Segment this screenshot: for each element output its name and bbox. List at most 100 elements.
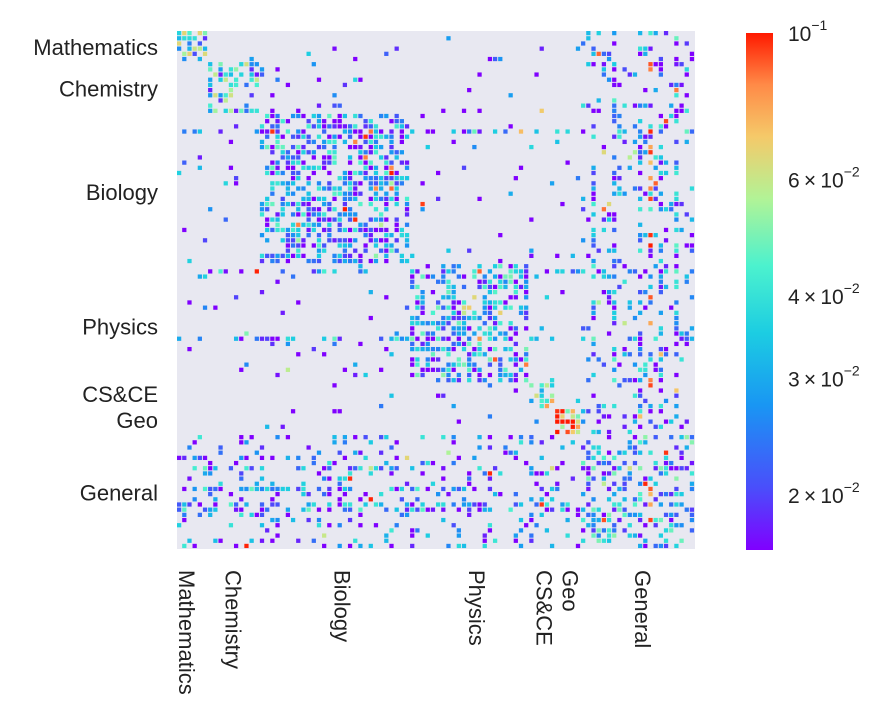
heatmap-cell	[347, 186, 353, 191]
heatmap-cell	[451, 502, 456, 507]
heatmap-cell	[259, 538, 265, 543]
heatmap-cell	[280, 227, 285, 233]
heatmap-cell	[239, 471, 244, 476]
heatmap-cell	[441, 393, 446, 398]
heatmap-cell	[461, 284, 467, 290]
heatmap-cell	[384, 460, 389, 466]
heatmap-cell	[622, 476, 627, 481]
heatmap-cell	[575, 419, 581, 424]
heatmap-cell	[689, 507, 695, 512]
heatmap-cell	[612, 321, 617, 326]
heatmap-cell	[622, 528, 627, 533]
heatmap-cell	[648, 124, 653, 129]
heatmap-cell	[347, 160, 353, 165]
heatmap-cell	[296, 222, 301, 227]
heatmap-cell	[472, 331, 477, 336]
heatmap-cell	[627, 165, 632, 170]
heatmap-cell	[353, 124, 358, 129]
heatmap-cell	[425, 362, 430, 367]
heatmap-cell	[612, 455, 617, 461]
heatmap-cell	[259, 72, 265, 77]
heatmap-cell	[446, 315, 451, 321]
heatmap-cell	[529, 517, 534, 523]
heatmap-cell	[399, 160, 404, 165]
heatmap-cell	[653, 181, 658, 186]
heatmap-cell	[658, 403, 663, 409]
heatmap-cell	[285, 160, 291, 165]
heatmap-cell	[518, 502, 524, 507]
heatmap-cell	[228, 82, 234, 88]
heatmap-cell	[669, 466, 674, 471]
heatmap-cell	[487, 279, 493, 284]
heatmap-cell	[663, 528, 669, 533]
heatmap-cell	[270, 538, 275, 543]
heatmap-cell	[612, 217, 617, 222]
heatmap-cell	[456, 357, 461, 362]
heatmap-cell	[498, 284, 503, 290]
heatmap-cell	[270, 108, 275, 113]
heatmap-cell	[425, 331, 430, 336]
heatmap-cell	[337, 243, 342, 248]
heatmap-cell	[410, 543, 415, 549]
heatmap-cell	[353, 248, 358, 253]
heatmap-cell	[632, 150, 638, 155]
heatmap-cell	[316, 207, 322, 212]
heatmap-cell	[332, 144, 337, 150]
heatmap-cell	[560, 460, 565, 466]
heatmap-cell	[311, 269, 316, 274]
heatmap-cell	[249, 108, 254, 113]
heatmap-cell	[513, 502, 518, 507]
heatmap-cell	[601, 227, 607, 233]
heatmap-cell	[482, 284, 487, 290]
heatmap-cell	[197, 31, 202, 36]
heatmap-cell	[658, 56, 663, 62]
heatmap-cell	[674, 56, 679, 62]
heatmap-cell	[539, 326, 544, 331]
heatmap-cell	[332, 124, 337, 129]
colorbar-tick-label: 2 × 10−2	[788, 479, 860, 508]
heatmap-cell	[627, 471, 632, 476]
heatmap-cell	[638, 170, 643, 176]
heatmap-cell	[233, 77, 239, 82]
heatmap-cell	[342, 181, 348, 186]
heatmap-cell	[332, 46, 337, 51]
heatmap-cell	[674, 476, 679, 481]
heatmap-cell	[332, 336, 337, 341]
heatmap-cell	[436, 378, 441, 383]
heatmap-cell	[270, 129, 275, 134]
heatmap-cell	[508, 124, 513, 129]
heatmap-cell	[228, 139, 234, 145]
heatmap-cell	[612, 352, 617, 357]
heatmap-cell	[524, 460, 529, 466]
heatmap-cell	[379, 403, 384, 409]
heatmap-cell	[622, 378, 627, 383]
heatmap-cell	[612, 258, 617, 264]
heatmap-cell	[389, 170, 394, 176]
heatmap-cell	[301, 150, 306, 155]
heatmap-cell	[373, 196, 379, 202]
heatmap-cell	[477, 196, 482, 202]
heatmap-cell	[492, 346, 498, 352]
heatmap-cell	[674, 543, 679, 549]
heatmap-cell	[254, 450, 259, 455]
heatmap-cell	[591, 466, 596, 471]
heatmap-cell	[612, 113, 617, 119]
heatmap-cell	[379, 492, 384, 497]
heatmap-cell	[648, 300, 653, 305]
heatmap-cell	[674, 119, 679, 124]
heatmap-cell	[311, 170, 316, 176]
heatmap-cell	[270, 170, 275, 176]
heatmap-cell	[337, 497, 342, 502]
heatmap-cell	[482, 352, 487, 357]
heatmap-cell	[663, 227, 669, 233]
heatmap-cell	[296, 160, 301, 165]
heatmap-cell	[612, 134, 617, 139]
heatmap-cell	[363, 502, 368, 507]
heatmap-cell	[648, 419, 653, 424]
heatmap-cell	[487, 528, 493, 533]
heatmap-cell	[581, 445, 586, 450]
heatmap-cell	[534, 72, 539, 77]
heatmap-cell	[233, 295, 239, 300]
heatmap-cell	[591, 517, 596, 523]
heatmap-cell	[482, 502, 487, 507]
